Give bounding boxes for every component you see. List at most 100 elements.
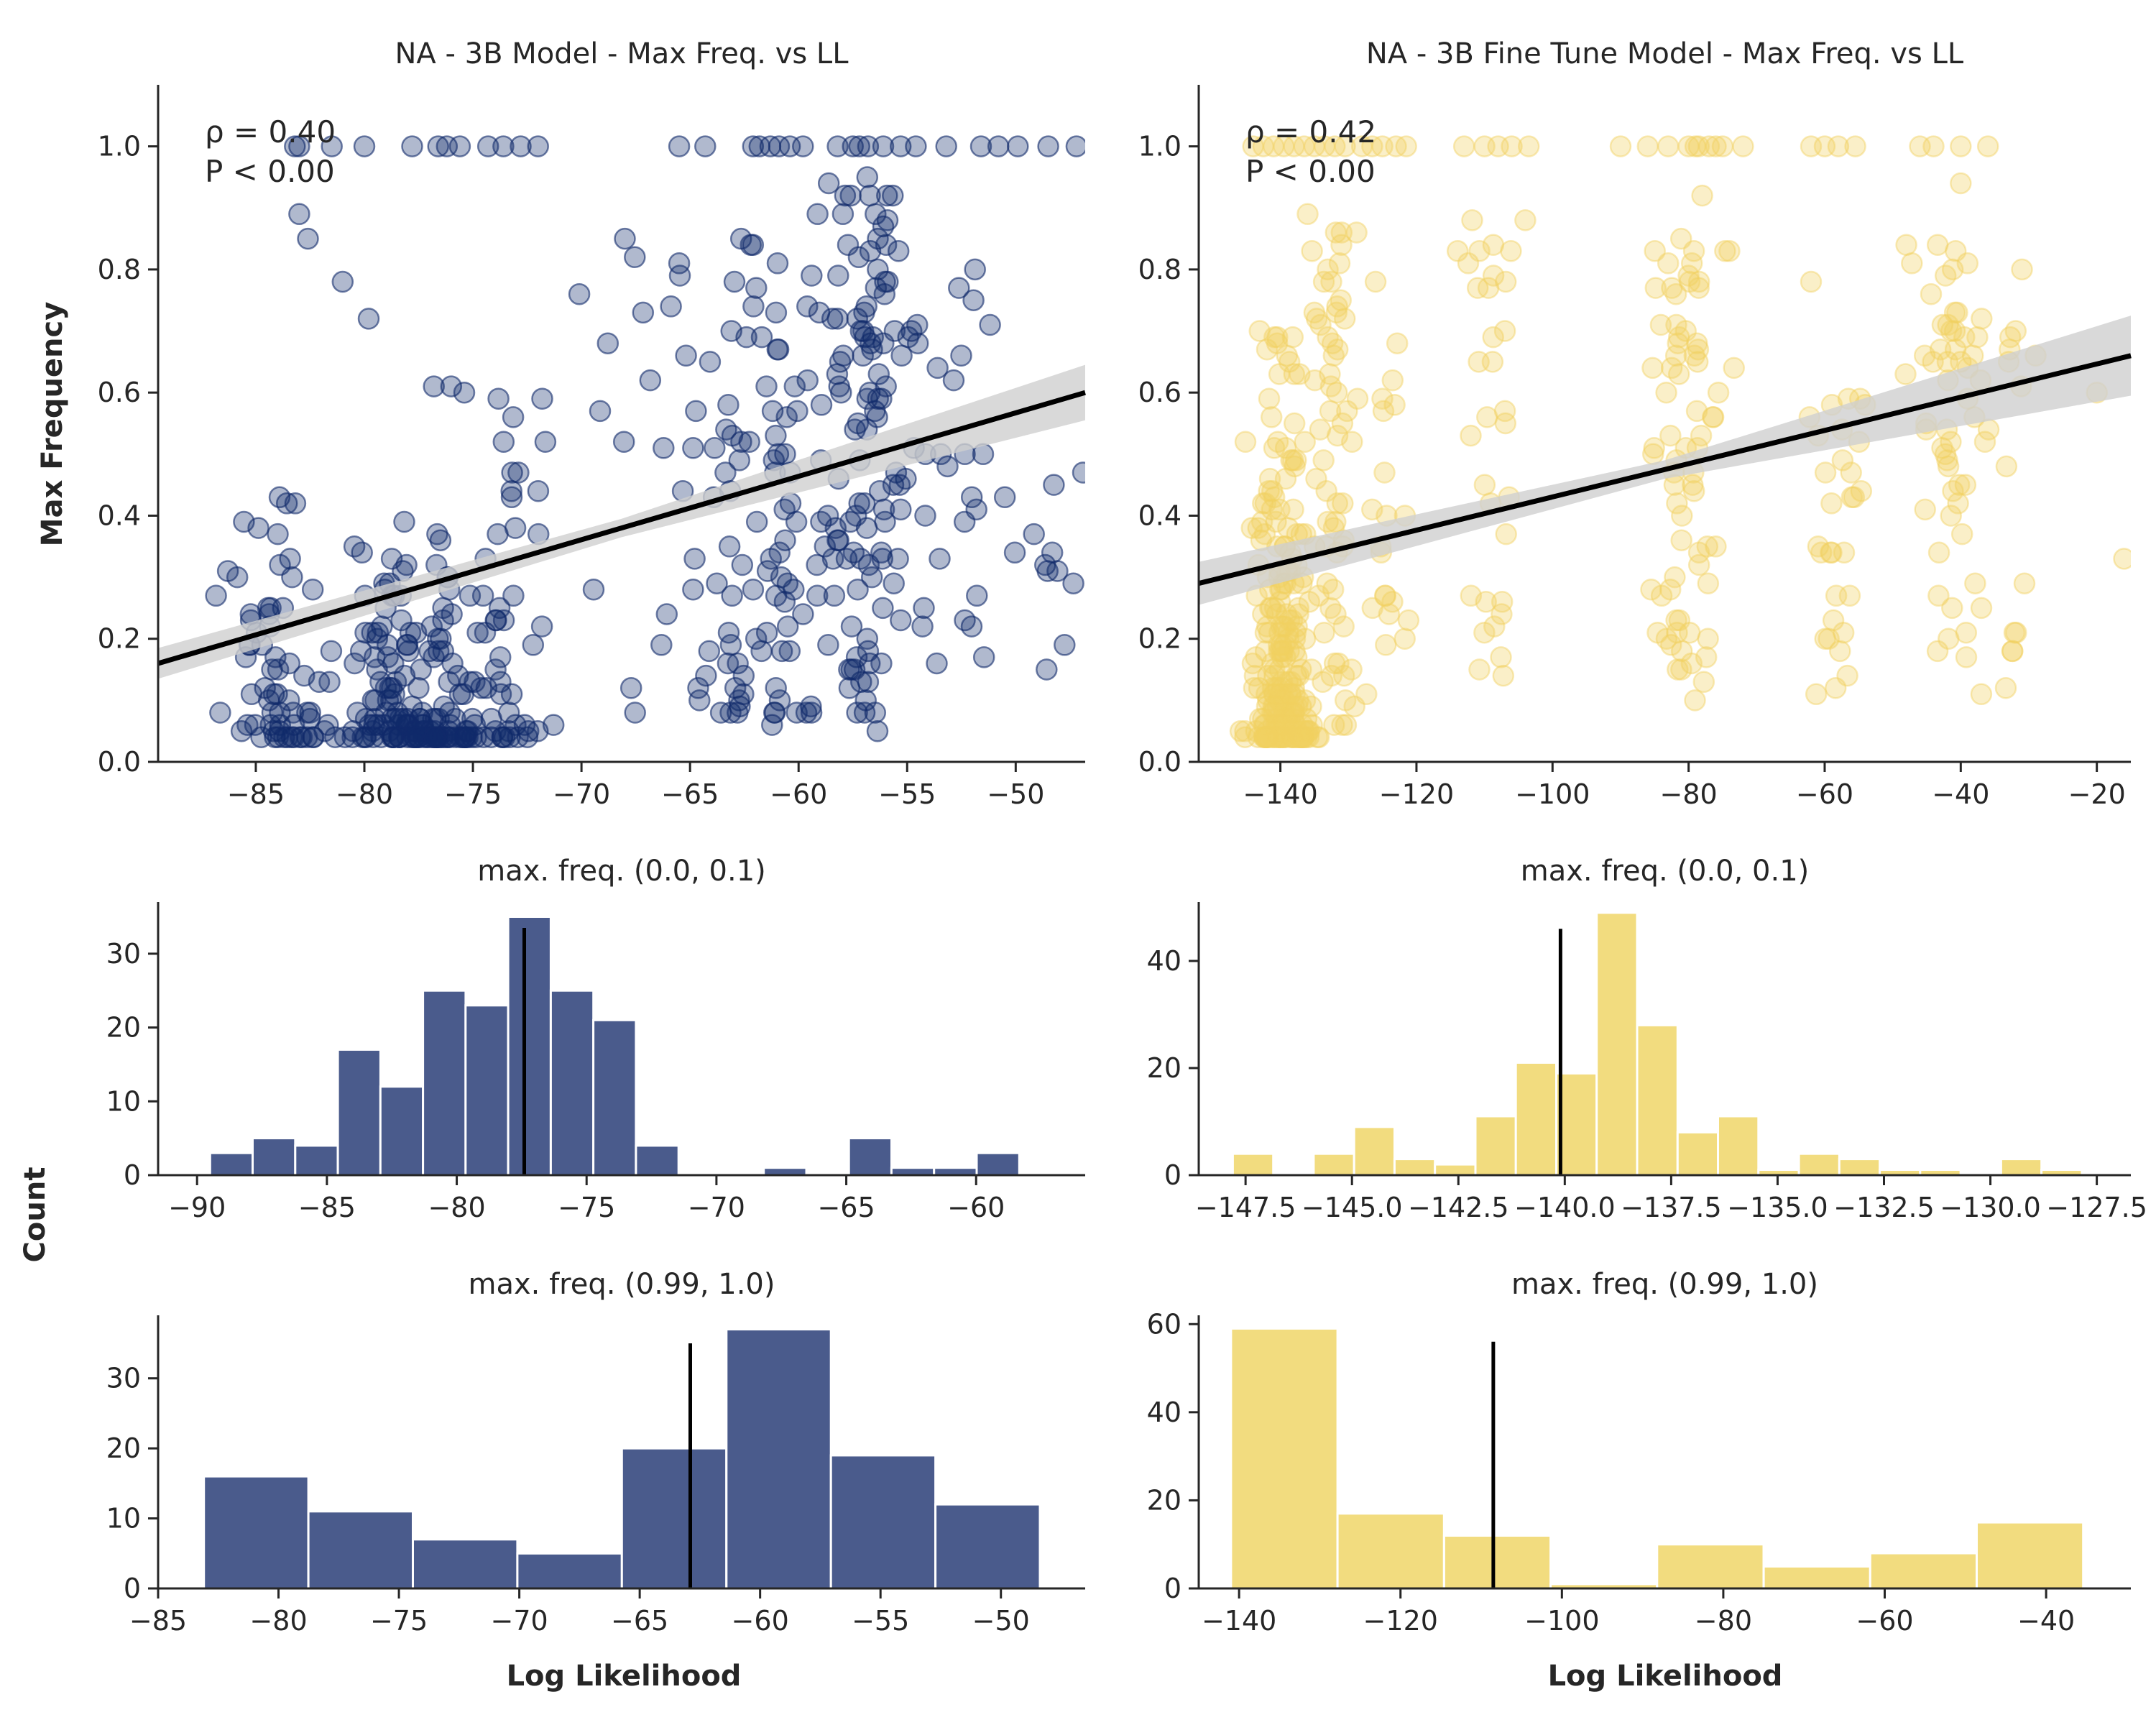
scatter-point xyxy=(1800,135,1823,157)
scatter-point xyxy=(1332,664,1355,687)
scatter-point xyxy=(840,615,863,638)
x-tick-label: −50 xyxy=(987,778,1044,810)
scatter-point xyxy=(1300,695,1322,718)
scatter-point xyxy=(717,394,740,416)
scatter-point xyxy=(1261,479,1284,502)
x-tick-label: −40 xyxy=(2017,1605,2075,1637)
scatter-point xyxy=(1284,621,1307,644)
scatter-point xyxy=(1301,239,1323,262)
scatter-point xyxy=(1373,584,1396,607)
scatter-point xyxy=(1263,658,1286,681)
scatter-point xyxy=(1500,239,1522,262)
scatter-point xyxy=(1460,424,1482,447)
scatter-point xyxy=(1640,578,1662,601)
scatter-point xyxy=(1272,695,1295,718)
y-tick-label: 10 xyxy=(106,1085,141,1117)
scatter-point xyxy=(1248,676,1271,699)
scatter-point xyxy=(828,375,850,397)
scatter-point xyxy=(427,640,450,663)
scatter-point xyxy=(1277,621,1299,644)
scatter-point xyxy=(1262,695,1284,718)
scatter-point xyxy=(1284,455,1306,478)
scatter-point xyxy=(776,615,799,638)
scatter-point xyxy=(1926,640,1949,663)
scatter-point xyxy=(489,671,512,693)
scatter-point xyxy=(1446,239,1469,262)
scatter-point xyxy=(1294,627,1317,650)
scatter-point xyxy=(1285,449,1307,472)
panel-scatter-finetune-model: NA - 3B Fine Tune Model - Max Freq. vs L… xyxy=(1138,37,2132,810)
scatter-point xyxy=(267,726,290,748)
scatter-point xyxy=(849,320,872,342)
scatter-point xyxy=(1274,437,1297,459)
scatter-point xyxy=(1275,603,1298,625)
scatter-point xyxy=(1273,714,1295,736)
scatter-point xyxy=(1936,351,1959,373)
scatter-point xyxy=(254,676,276,699)
scatter-point xyxy=(1266,603,1288,625)
scatter-point xyxy=(993,486,1016,509)
histogram-bar xyxy=(933,1167,978,1177)
scatter-point xyxy=(1268,498,1291,521)
scatter-point xyxy=(1257,664,1279,687)
scatter-point xyxy=(390,609,413,632)
scatter-point xyxy=(438,671,460,693)
scatter-point xyxy=(870,652,893,675)
scatter-point xyxy=(1477,277,1500,299)
scatter-point xyxy=(1820,492,1843,515)
scatter-point xyxy=(1264,676,1286,699)
scatter-point xyxy=(766,252,789,275)
scatter-point xyxy=(1843,486,1866,509)
scatter-point xyxy=(1300,658,1323,681)
histogram-bar xyxy=(422,989,467,1177)
y-tick-label: 0.4 xyxy=(1138,500,1181,531)
scatter-point xyxy=(1263,664,1286,687)
scatter-point xyxy=(1023,523,1045,546)
scatter-point xyxy=(1482,326,1504,349)
x-axis-label-left: Log Likelihood xyxy=(507,1660,742,1693)
scatter-point xyxy=(1947,492,1969,515)
y-tick-label: 1.0 xyxy=(1138,131,1181,162)
scatter-point xyxy=(1667,658,1689,681)
scatter-point xyxy=(1269,714,1291,736)
scatter-point xyxy=(1309,313,1332,336)
scatter-point xyxy=(1234,431,1257,453)
scatter-point xyxy=(1938,627,1960,650)
scatter-point xyxy=(865,277,888,299)
scatter-point xyxy=(1268,689,1291,712)
scatter-point xyxy=(230,719,253,742)
scatter-point xyxy=(278,689,300,712)
scatter-point xyxy=(1894,363,1917,385)
scatter-point xyxy=(1490,646,1512,668)
scatter-point xyxy=(1466,277,1489,299)
scatter-point xyxy=(766,338,789,361)
scatter-point xyxy=(236,714,259,736)
scatter-point xyxy=(1714,239,1736,262)
scatter-point xyxy=(750,326,773,349)
scatter-point xyxy=(1301,714,1323,736)
x-tick-label: −142.5 xyxy=(1408,1192,1509,1223)
scatter-point xyxy=(1937,455,1960,478)
x-tick-label: −80 xyxy=(249,1605,307,1637)
scatter-point xyxy=(1295,707,1318,730)
scatter-point xyxy=(420,615,443,638)
scatter-point xyxy=(1037,135,1059,157)
scatter-point xyxy=(1330,289,1352,311)
scatter-point xyxy=(1686,351,1709,373)
scatter-point xyxy=(935,135,957,157)
scatter-point xyxy=(1460,584,1483,607)
scatter-point xyxy=(1262,135,1285,157)
scatter-point xyxy=(687,676,709,699)
x-tick-label: −120 xyxy=(1379,778,1454,810)
scatter-point xyxy=(1298,719,1321,742)
scatter-point xyxy=(1687,270,1710,293)
scatter-point xyxy=(1278,640,1300,663)
scatter-point xyxy=(466,621,489,644)
scatter-point xyxy=(742,578,765,601)
scatter-point xyxy=(1667,363,1690,385)
histogram-bar xyxy=(1442,1535,1552,1590)
scatter-point xyxy=(1943,320,1966,342)
x-tick-label: −80 xyxy=(428,1192,485,1223)
scatter-point xyxy=(1649,313,1672,336)
scatter-point xyxy=(288,203,310,226)
